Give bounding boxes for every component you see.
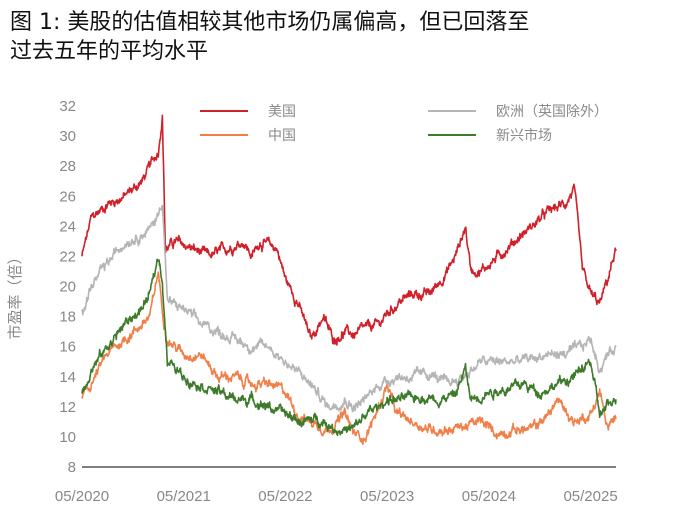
figure-title: 图 1: 美股的估值相较其他市场仍属偏高，但已回落至 过去五年的平均水平 <box>10 8 682 66</box>
x-tick-label: 05/2024 <box>462 488 516 505</box>
series-lines <box>81 114 617 446</box>
y-axis-ticks: 8 10 12 14 16 18 20 22 24 26 28 30 32 <box>59 98 76 476</box>
y-tick-label: 20 <box>59 279 76 296</box>
x-tick-label: 05/2022 <box>258 488 312 505</box>
x-axis-ticks: 05/2020 05/2021 05/2022 05/2023 05/2024 05/20… <box>55 488 618 505</box>
figure-title-line-1: 图 1: 美股的估值相较其他市场仍属偏高，但已回落至 <box>10 10 530 35</box>
legend-label: 中国 <box>268 128 296 144</box>
y-tick-label: 10 <box>59 429 76 446</box>
legend-label: 欧洲（英国除外） <box>496 103 608 120</box>
series-line <box>81 258 617 437</box>
x-tick-label: 05/2025 <box>563 488 617 505</box>
series-line <box>81 271 617 446</box>
x-tick-label: 05/2021 <box>157 488 211 505</box>
y-tick-label: 14 <box>59 369 76 386</box>
y-tick-label: 8 <box>68 459 76 476</box>
series-line <box>81 204 617 413</box>
y-axis-label: 市盈率（倍） <box>6 249 24 339</box>
legend-label: 美国 <box>268 104 296 120</box>
y-tick-label: 30 <box>59 128 76 145</box>
figure-title-line-2: 过去五年的平均水平 <box>10 39 209 64</box>
x-tick-label: 05/2023 <box>360 488 414 505</box>
y-tick-label: 26 <box>59 188 76 205</box>
legend-label: 新兴市场 <box>496 127 552 144</box>
x-tick-label: 05/2020 <box>55 488 109 505</box>
y-tick-label: 16 <box>59 339 76 356</box>
y-tick-label: 12 <box>59 399 76 416</box>
series-line <box>81 114 617 346</box>
y-tick-label: 28 <box>59 158 76 175</box>
y-tick-label: 32 <box>59 98 76 115</box>
y-tick-label: 22 <box>59 248 76 265</box>
y-tick-label: 18 <box>59 309 76 326</box>
y-tick-label: 24 <box>59 218 76 235</box>
